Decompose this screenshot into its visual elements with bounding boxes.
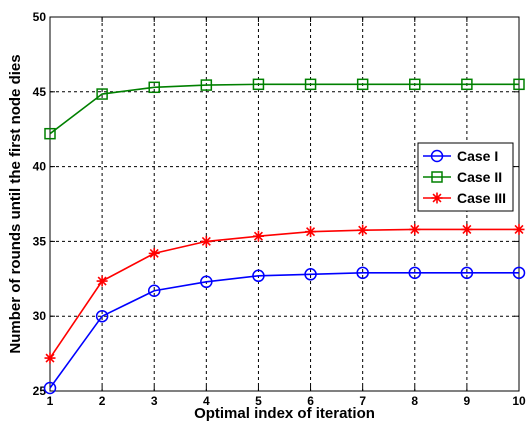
data-point	[304, 268, 317, 281]
data-point	[200, 275, 213, 289]
data-point	[95, 309, 109, 323]
data-point	[409, 223, 421, 235]
legend-entry: Case I	[423, 148, 498, 164]
data-point	[200, 235, 212, 247]
y-tick-label: 30	[33, 309, 47, 323]
x-tick-label: 7	[359, 394, 366, 408]
y-tick-label: 45	[33, 85, 47, 99]
data-point	[304, 78, 317, 91]
plot-area	[49, 16, 520, 392]
data-point	[252, 269, 265, 283]
x-tick-label: 10	[512, 394, 526, 408]
legend-marker	[431, 171, 443, 183]
legend-label: Case I	[457, 148, 498, 164]
x-axis-title: Optimal index of iteration	[194, 405, 375, 422]
y-tick-label: 25	[33, 384, 47, 398]
x-tick-label: 5	[255, 394, 262, 408]
x-tick-label: 2	[99, 394, 106, 408]
data-point	[461, 223, 473, 235]
data-point	[44, 352, 56, 364]
legend-entry: Case III	[423, 190, 506, 206]
x-tick-label: 9	[464, 394, 471, 408]
data-point	[148, 81, 160, 94]
data-point	[461, 78, 473, 91]
series-line	[49, 272, 519, 389]
data-point	[147, 284, 161, 298]
data-point	[356, 78, 369, 91]
legend-marker	[431, 192, 443, 204]
data-point	[96, 275, 108, 287]
data-point	[148, 247, 160, 259]
x-tick-label: 8	[411, 394, 418, 408]
y-tick-label: 40	[33, 160, 47, 174]
data-point	[513, 223, 525, 235]
series-line	[49, 228, 519, 359]
data-point	[408, 266, 422, 280]
legend-marker	[430, 149, 444, 163]
x-tick-label: 6	[307, 394, 314, 408]
data-point	[200, 79, 213, 91]
data-point	[43, 381, 57, 395]
x-tick-label: 4	[203, 394, 210, 408]
data-point	[409, 78, 421, 91]
data-point	[356, 266, 369, 280]
series-line	[49, 83, 519, 135]
data-point	[513, 78, 525, 91]
legend-label: Case III	[457, 190, 506, 206]
x-tick-label: 3	[151, 394, 158, 408]
legend-entry: Case II	[423, 169, 502, 185]
data-point	[96, 88, 108, 100]
series-layer	[43, 78, 526, 395]
series-2	[44, 78, 525, 140]
series-1	[43, 266, 526, 395]
y-tick-label: 35	[33, 234, 47, 248]
y-axis-title: Number of rounds until the first node di…	[7, 54, 24, 353]
data-point	[460, 266, 474, 280]
y-tick-label: 50	[33, 10, 47, 24]
data-point	[44, 127, 56, 140]
series-3	[44, 223, 525, 364]
data-point	[252, 78, 265, 91]
data-point	[357, 224, 369, 236]
data-point	[512, 266, 526, 280]
data-point	[305, 226, 317, 238]
data-point	[252, 230, 264, 242]
legend: Case I Case II Case III	[417, 142, 514, 212]
legend-label: Case II	[457, 169, 502, 185]
x-tick-label: 1	[47, 394, 54, 408]
